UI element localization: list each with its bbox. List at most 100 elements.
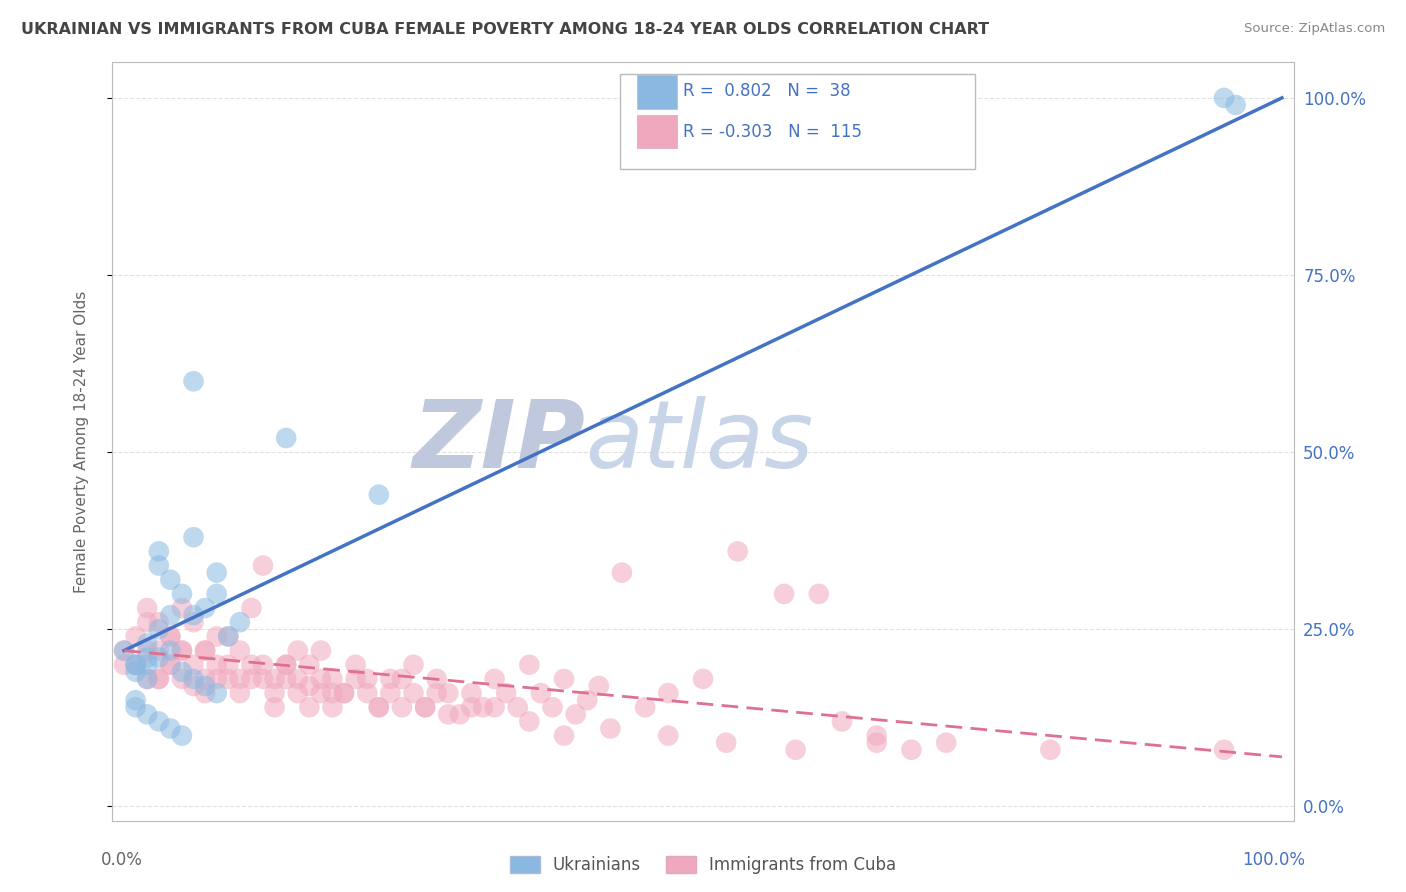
Point — [170, 643, 193, 657]
Point — [380, 686, 402, 700]
Point — [112, 643, 135, 657]
Point — [124, 700, 146, 714]
Y-axis label: Female Poverty Among 18-24 Year Olds: Female Poverty Among 18-24 Year Olds — [75, 291, 89, 592]
Point — [170, 672, 193, 686]
Point — [229, 615, 252, 630]
Point — [159, 629, 181, 643]
Text: R = -0.303   N =  115: R = -0.303 N = 115 — [683, 123, 862, 141]
Point — [1225, 98, 1247, 112]
Point — [217, 657, 239, 672]
Point — [112, 657, 135, 672]
Point — [541, 700, 564, 714]
Point — [148, 623, 170, 637]
Point — [148, 672, 170, 686]
Point — [183, 657, 205, 672]
Point — [298, 700, 321, 714]
Point — [449, 707, 471, 722]
Point — [692, 672, 714, 686]
Point — [287, 643, 309, 657]
Point — [217, 629, 239, 643]
Point — [309, 643, 332, 657]
Point — [148, 544, 170, 558]
Point — [194, 601, 217, 615]
Point — [553, 672, 575, 686]
Point — [194, 643, 217, 657]
Point — [356, 686, 378, 700]
Point — [217, 672, 239, 686]
Text: 0.0%: 0.0% — [101, 851, 142, 869]
Point — [437, 707, 460, 722]
Point — [136, 650, 159, 665]
Point — [276, 672, 298, 686]
Point — [1213, 91, 1236, 105]
Point — [773, 587, 796, 601]
Point — [217, 629, 239, 643]
Point — [344, 657, 367, 672]
Point — [321, 672, 343, 686]
Point — [344, 672, 367, 686]
Point — [136, 657, 159, 672]
Point — [229, 672, 252, 686]
Point — [367, 488, 389, 502]
Point — [170, 643, 193, 657]
Point — [287, 672, 309, 686]
Point — [530, 686, 553, 700]
Point — [506, 700, 529, 714]
Point — [657, 729, 679, 743]
Point — [391, 700, 413, 714]
Point — [484, 700, 506, 714]
Point — [170, 601, 193, 615]
Point — [205, 686, 228, 700]
FancyBboxPatch shape — [637, 115, 678, 148]
Point — [205, 672, 228, 686]
Point — [413, 700, 436, 714]
Point — [484, 672, 506, 686]
Point — [391, 672, 413, 686]
Point — [298, 679, 321, 693]
Point — [205, 587, 228, 601]
Text: R =  0.802   N =  38: R = 0.802 N = 38 — [683, 82, 851, 100]
Point — [148, 672, 170, 686]
Point — [159, 722, 181, 736]
Point — [136, 672, 159, 686]
Point — [309, 686, 332, 700]
Point — [413, 700, 436, 714]
Point — [205, 629, 228, 643]
Point — [183, 374, 205, 388]
Text: UKRAINIAN VS IMMIGRANTS FROM CUBA FEMALE POVERTY AMONG 18-24 YEAR OLDS CORRELATI: UKRAINIAN VS IMMIGRANTS FROM CUBA FEMALE… — [21, 22, 990, 37]
Point — [460, 700, 482, 714]
Point — [148, 643, 170, 657]
Point — [124, 657, 146, 672]
Text: ZIP: ZIP — [412, 395, 585, 488]
Point — [183, 672, 205, 686]
Point — [124, 657, 146, 672]
Point — [194, 686, 217, 700]
Point — [553, 729, 575, 743]
Point — [205, 566, 228, 580]
Point — [240, 672, 263, 686]
Point — [124, 629, 146, 643]
Point — [205, 657, 228, 672]
Point — [426, 686, 449, 700]
Point — [136, 615, 159, 630]
Point — [112, 643, 135, 657]
Point — [148, 714, 170, 729]
Point — [159, 608, 181, 623]
Point — [564, 707, 586, 722]
Point — [1213, 743, 1236, 757]
Point — [356, 672, 378, 686]
Point — [136, 643, 159, 657]
Point — [866, 736, 889, 750]
Point — [517, 714, 540, 729]
Point — [276, 657, 298, 672]
Point — [367, 700, 389, 714]
Point — [599, 722, 621, 736]
Point — [136, 601, 159, 615]
Point — [159, 629, 181, 643]
Point — [252, 558, 274, 573]
Point — [229, 686, 252, 700]
Point — [183, 608, 205, 623]
Point — [785, 743, 807, 757]
Point — [159, 657, 181, 672]
Point — [183, 679, 205, 693]
